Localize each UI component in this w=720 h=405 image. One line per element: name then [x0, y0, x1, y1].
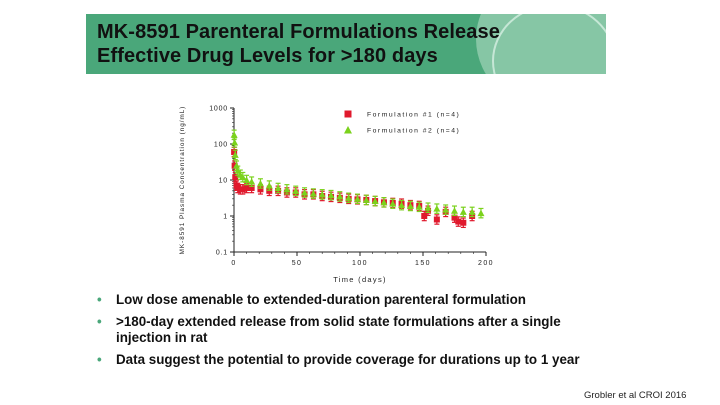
- bullet-text: >180-day extended release from solid sta…: [116, 314, 561, 345]
- data-point-formulation-2: [327, 191, 335, 199]
- y-tick-label: 100: [214, 142, 228, 149]
- data-point-formulation-2: [362, 196, 370, 203]
- data-point-formulation-2: [468, 208, 476, 215]
- data-point-formulation-2: [451, 207, 458, 214]
- y-axis-label: MK-8591 Plasma Concentration (ng/mL): [179, 106, 186, 255]
- bullet-item: • >180-day extended release from solid st…: [97, 314, 617, 346]
- legend-marker-square: [344, 110, 352, 118]
- y-tick-label: 0.1: [216, 250, 228, 257]
- y-tick-label: 1000: [209, 106, 228, 113]
- bullet-item: • Data suggest the potential to provide c…: [97, 352, 617, 368]
- data-point-formulation-2: [398, 201, 406, 209]
- data-point-formulation-1: [455, 218, 462, 225]
- data-point-formulation-1: [421, 213, 428, 219]
- data-point-formulation-2: [243, 176, 251, 183]
- data-point-formulation-2: [477, 209, 485, 217]
- bullet-list: • Low dose amenable to extended-duration …: [97, 292, 617, 374]
- data-point-formulation-1: [248, 184, 255, 191]
- x-tick-label: 200: [478, 260, 494, 267]
- data-point-formulation-1: [231, 148, 238, 155]
- data-point-formulation-1: [239, 186, 246, 193]
- data-point-formulation-2: [345, 194, 353, 201]
- x-tick-label: 150: [415, 260, 431, 267]
- banner-decoration-ring: [492, 14, 606, 74]
- data-point-formulation-1: [243, 184, 250, 191]
- data-point-formulation-2: [234, 167, 242, 174]
- bullet-text: Low dose amenable to extended-duration p…: [116, 292, 526, 307]
- data-point-formulation-1: [433, 216, 440, 223]
- data-point-formulation-2: [256, 179, 264, 187]
- data-point-formulation-2: [301, 188, 309, 196]
- data-point-formulation-2: [336, 192, 344, 200]
- legend-marker-triangle: [344, 126, 352, 134]
- data-point-formulation-2: [318, 190, 326, 198]
- x-tick-label: 0: [231, 260, 236, 267]
- pk-chart: 0.1 1 10 100 1000 0 50 100 150 200 Time (days) MK-8…: [179, 106, 494, 285]
- title-line-2: Effective Drug Levels for >180 days: [97, 45, 438, 67]
- data-point-formulation-2: [406, 202, 414, 209]
- data-point-formulation-2: [231, 139, 239, 146]
- data-point-formulation-2: [459, 208, 467, 215]
- data-point-formulation-1: [231, 162, 238, 169]
- data-point-formulation-2: [248, 178, 256, 185]
- data-point-formulation-1: [460, 219, 467, 226]
- citation: Grobler et al CROI 2016: [584, 390, 687, 401]
- bullet-marker: •: [97, 352, 102, 367]
- data-point-formulation-2: [239, 173, 247, 181]
- x-axis-label: Time (days): [333, 275, 387, 284]
- x-tick-label: 100: [352, 260, 368, 267]
- bullet-marker: •: [97, 292, 102, 307]
- y-tick-label: 10: [219, 178, 228, 185]
- bullet-item: • Low dose amenable to extended-duration …: [97, 292, 617, 308]
- data-point-formulation-2: [274, 184, 282, 191]
- legend-label: Formulation #2 (n=4): [367, 128, 460, 135]
- data-point-formulation-2: [371, 197, 379, 205]
- y-tick-label: 1: [223, 214, 228, 221]
- data-point-formulation-1: [451, 214, 458, 221]
- bullet-marker: •: [97, 314, 102, 329]
- data-point-formulation-2: [433, 205, 441, 212]
- data-point-formulation-1: [232, 174, 239, 181]
- data-point-formulation-2: [442, 206, 450, 213]
- data-point-formulation-2: [283, 185, 291, 193]
- data-point-formulation-2: [353, 195, 361, 202]
- data-point-formulation-2: [389, 200, 397, 207]
- data-point-formulation-2: [415, 203, 423, 210]
- data-point-formulation-2: [380, 198, 388, 206]
- bullet-text: Data suggest the potential to provide co…: [116, 352, 580, 367]
- x-tick-label: 50: [292, 260, 303, 267]
- title-line-1: MK-8591 Parenteral Formulations Release: [97, 21, 500, 43]
- data-point-formulation-2: [309, 190, 317, 197]
- data-point-formulation-2: [292, 187, 300, 194]
- data-point-formulation-2: [265, 182, 273, 189]
- data-point-formulation-2: [230, 131, 238, 138]
- legend-label: Formulation #1 (n=4): [367, 112, 460, 119]
- data-point-formulation-2: [231, 151, 239, 158]
- data-point-formulation-1: [257, 186, 264, 193]
- data-point-formulation-2: [424, 204, 432, 211]
- slide-title: MK-8591 Parenteral Formulations Release …: [97, 20, 500, 68]
- title-banner: MK-8591 Parenteral Formulations Release …: [86, 14, 606, 74]
